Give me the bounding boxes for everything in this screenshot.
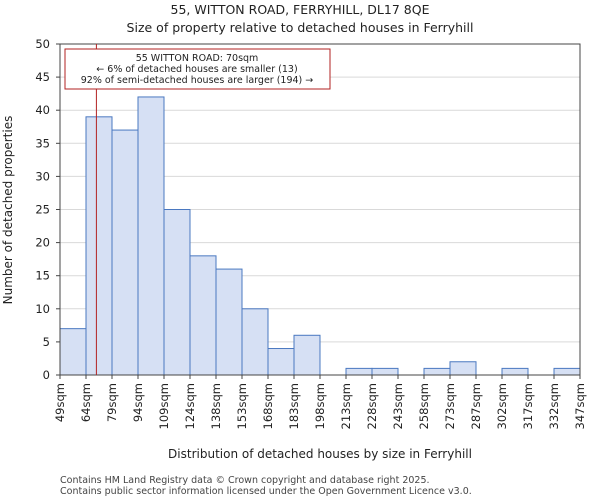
y-axis-label: Number of detached properties [1, 116, 15, 305]
x-tick-label: 332sqm [547, 383, 561, 429]
x-tick-label: 228sqm [365, 383, 379, 429]
y-tick-label: 35 [35, 136, 50, 150]
x-tick-label: 138sqm [209, 383, 223, 429]
bar-124sqm [189, 255, 217, 376]
x-axis-label: Distribution of detached houses by size … [168, 447, 472, 461]
footer-line-1: Contains HM Land Registry data © Crown c… [60, 475, 430, 486]
x-tick-label: 273sqm [443, 383, 457, 429]
bar-64sqm [85, 116, 113, 376]
bar-183sqm [293, 334, 321, 376]
y-tick-label: 45 [35, 70, 50, 84]
bar-302sqm [501, 367, 529, 376]
annotation-box: 55 WITTON ROAD: 70sqm ← 6% of detached h… [64, 48, 331, 90]
x-tick-label: 124sqm [183, 383, 197, 429]
y-axis-ticks: 0 5 10 15 20 25 30 35 40 45 50 [35, 37, 60, 382]
bar-138sqm [215, 268, 243, 376]
bar-258sqm [423, 367, 451, 376]
x-tick-label: 49sqm [53, 383, 67, 422]
bar-168sqm [267, 348, 295, 376]
y-tick-label: 30 [35, 169, 50, 183]
annotation-line-3: 92% of semi-detached houses are larger (… [81, 75, 314, 86]
bar-228sqm [371, 367, 399, 376]
x-tick-label: 317sqm [521, 383, 535, 429]
x-tick-label: 79sqm [105, 383, 119, 422]
y-tick-label: 25 [35, 203, 50, 217]
plot-frame [59, 43, 581, 376]
y-tick-label: 0 [43, 368, 50, 382]
x-tick-label: 153sqm [235, 383, 249, 429]
x-tick-label: 109sqm [157, 383, 171, 429]
bar-332sqm [553, 367, 581, 376]
y-tick-label: 50 [35, 37, 50, 51]
x-tick-label: 168sqm [261, 383, 275, 429]
x-tick-label: 302sqm [495, 383, 509, 429]
y-tick-label: 15 [35, 269, 50, 283]
y-tick-label: 5 [43, 335, 50, 349]
y-tick-label: 10 [35, 302, 50, 316]
bar-49sqm [59, 328, 87, 376]
x-tick-label: 198sqm [313, 383, 327, 429]
chart-title: 55, WITTON ROAD, FERRYHILL, DL17 8QE [171, 2, 430, 17]
bar-153sqm [241, 308, 269, 376]
y-tick-label: 20 [35, 236, 50, 250]
footer-line-2: Contains public sector information licen… [60, 486, 472, 497]
annotation-line-1: 55 WITTON ROAD: 70sqm [136, 53, 259, 64]
bar-79sqm [111, 129, 139, 376]
bar-213sqm [345, 367, 373, 376]
x-tick-label: 258sqm [417, 383, 431, 429]
bar-94sqm [137, 96, 165, 376]
x-tick-label: 94sqm [131, 383, 145, 422]
y-tick-label: 40 [35, 103, 50, 117]
bars [59, 96, 581, 376]
x-tick-label: 213sqm [339, 383, 353, 429]
bar-273sqm [449, 361, 477, 376]
x-tick-label: 243sqm [391, 383, 405, 429]
chart-subtitle: Size of property relative to detached ho… [127, 20, 474, 35]
bar-109sqm [163, 209, 191, 376]
x-tick-label: 183sqm [287, 383, 301, 429]
annotation-frame [64, 48, 331, 90]
x-tick-label: 64sqm [79, 383, 93, 422]
x-axis-ticks: 49sqm 64sqm 79sqm 94sqm 109sqm 124sqm 138sqm 15… [53, 375, 587, 429]
annotation-line-2: ← 6% of detached houses are smaller (13) [96, 64, 297, 75]
x-tick-label: 347sqm [573, 383, 587, 429]
x-tick-label: 287sqm [469, 383, 483, 429]
